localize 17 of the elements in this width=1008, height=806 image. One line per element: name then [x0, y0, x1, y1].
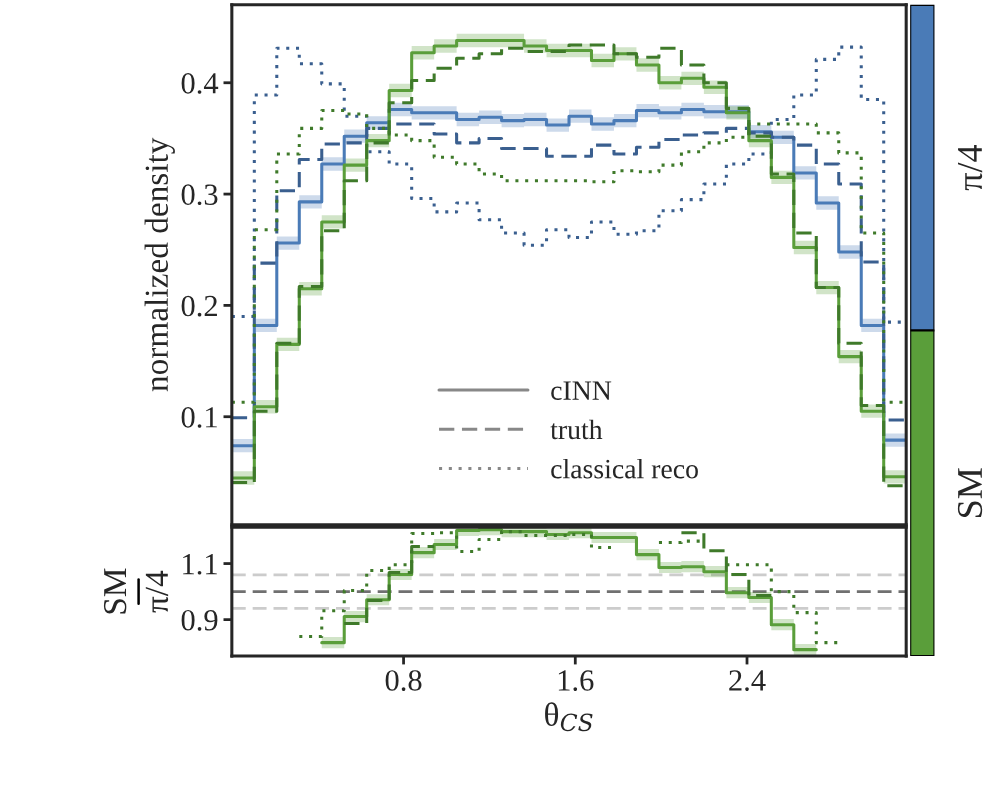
text: π/4: [958, 145, 983, 191]
text: SM: [957, 468, 983, 517]
y-tick-label: 0.2: [181, 295, 217, 317]
y-tick-label: 0.1: [181, 407, 217, 428]
y-tick-label: 1.1: [183, 554, 217, 575]
annotation: cINN: [551, 381, 612, 400]
x-axis-title: θ$_{CS}$: [545, 702, 593, 732]
x-tick-label: 1.6: [558, 670, 594, 691]
y-tick-label: 0.9: [181, 609, 218, 631]
y-axis-title: normalized density: [144, 137, 175, 392]
annotation: truth: [550, 419, 603, 440]
y-tick-label: 0.4: [181, 73, 219, 94]
y-tick-label: 0.3: [181, 184, 218, 206]
annotation: classical reco: [551, 458, 698, 479]
x-tick-label: 0.8: [385, 670, 422, 691]
x-tick-label: 2.4: [729, 670, 766, 691]
y-axis-title: SM π/4: [103, 568, 169, 614]
